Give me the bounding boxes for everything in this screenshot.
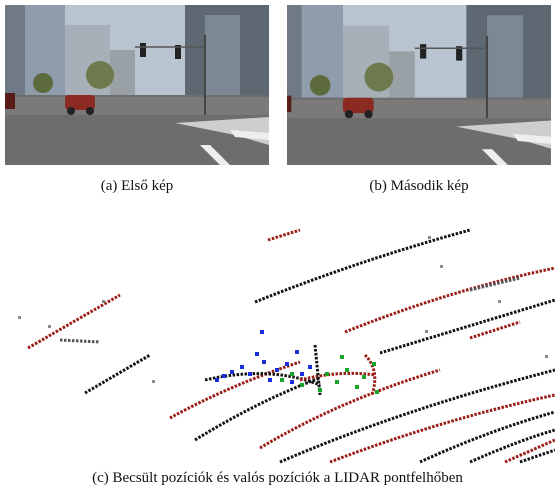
caption-c: (c) Becsült pozíciók és valós pozíciók a… bbox=[0, 470, 555, 487]
point-cloud bbox=[28, 230, 555, 462]
estimated-points bbox=[18, 236, 548, 394]
page: (a) Első kép (b) Második kép (c) Becsült… bbox=[0, 0, 555, 493]
caption-b: (b) Második kép bbox=[319, 178, 519, 195]
first-image bbox=[5, 5, 269, 165]
second-image bbox=[281, 5, 553, 170]
figure bbox=[0, 0, 555, 493]
caption-a: (a) Első kép bbox=[37, 178, 237, 195]
